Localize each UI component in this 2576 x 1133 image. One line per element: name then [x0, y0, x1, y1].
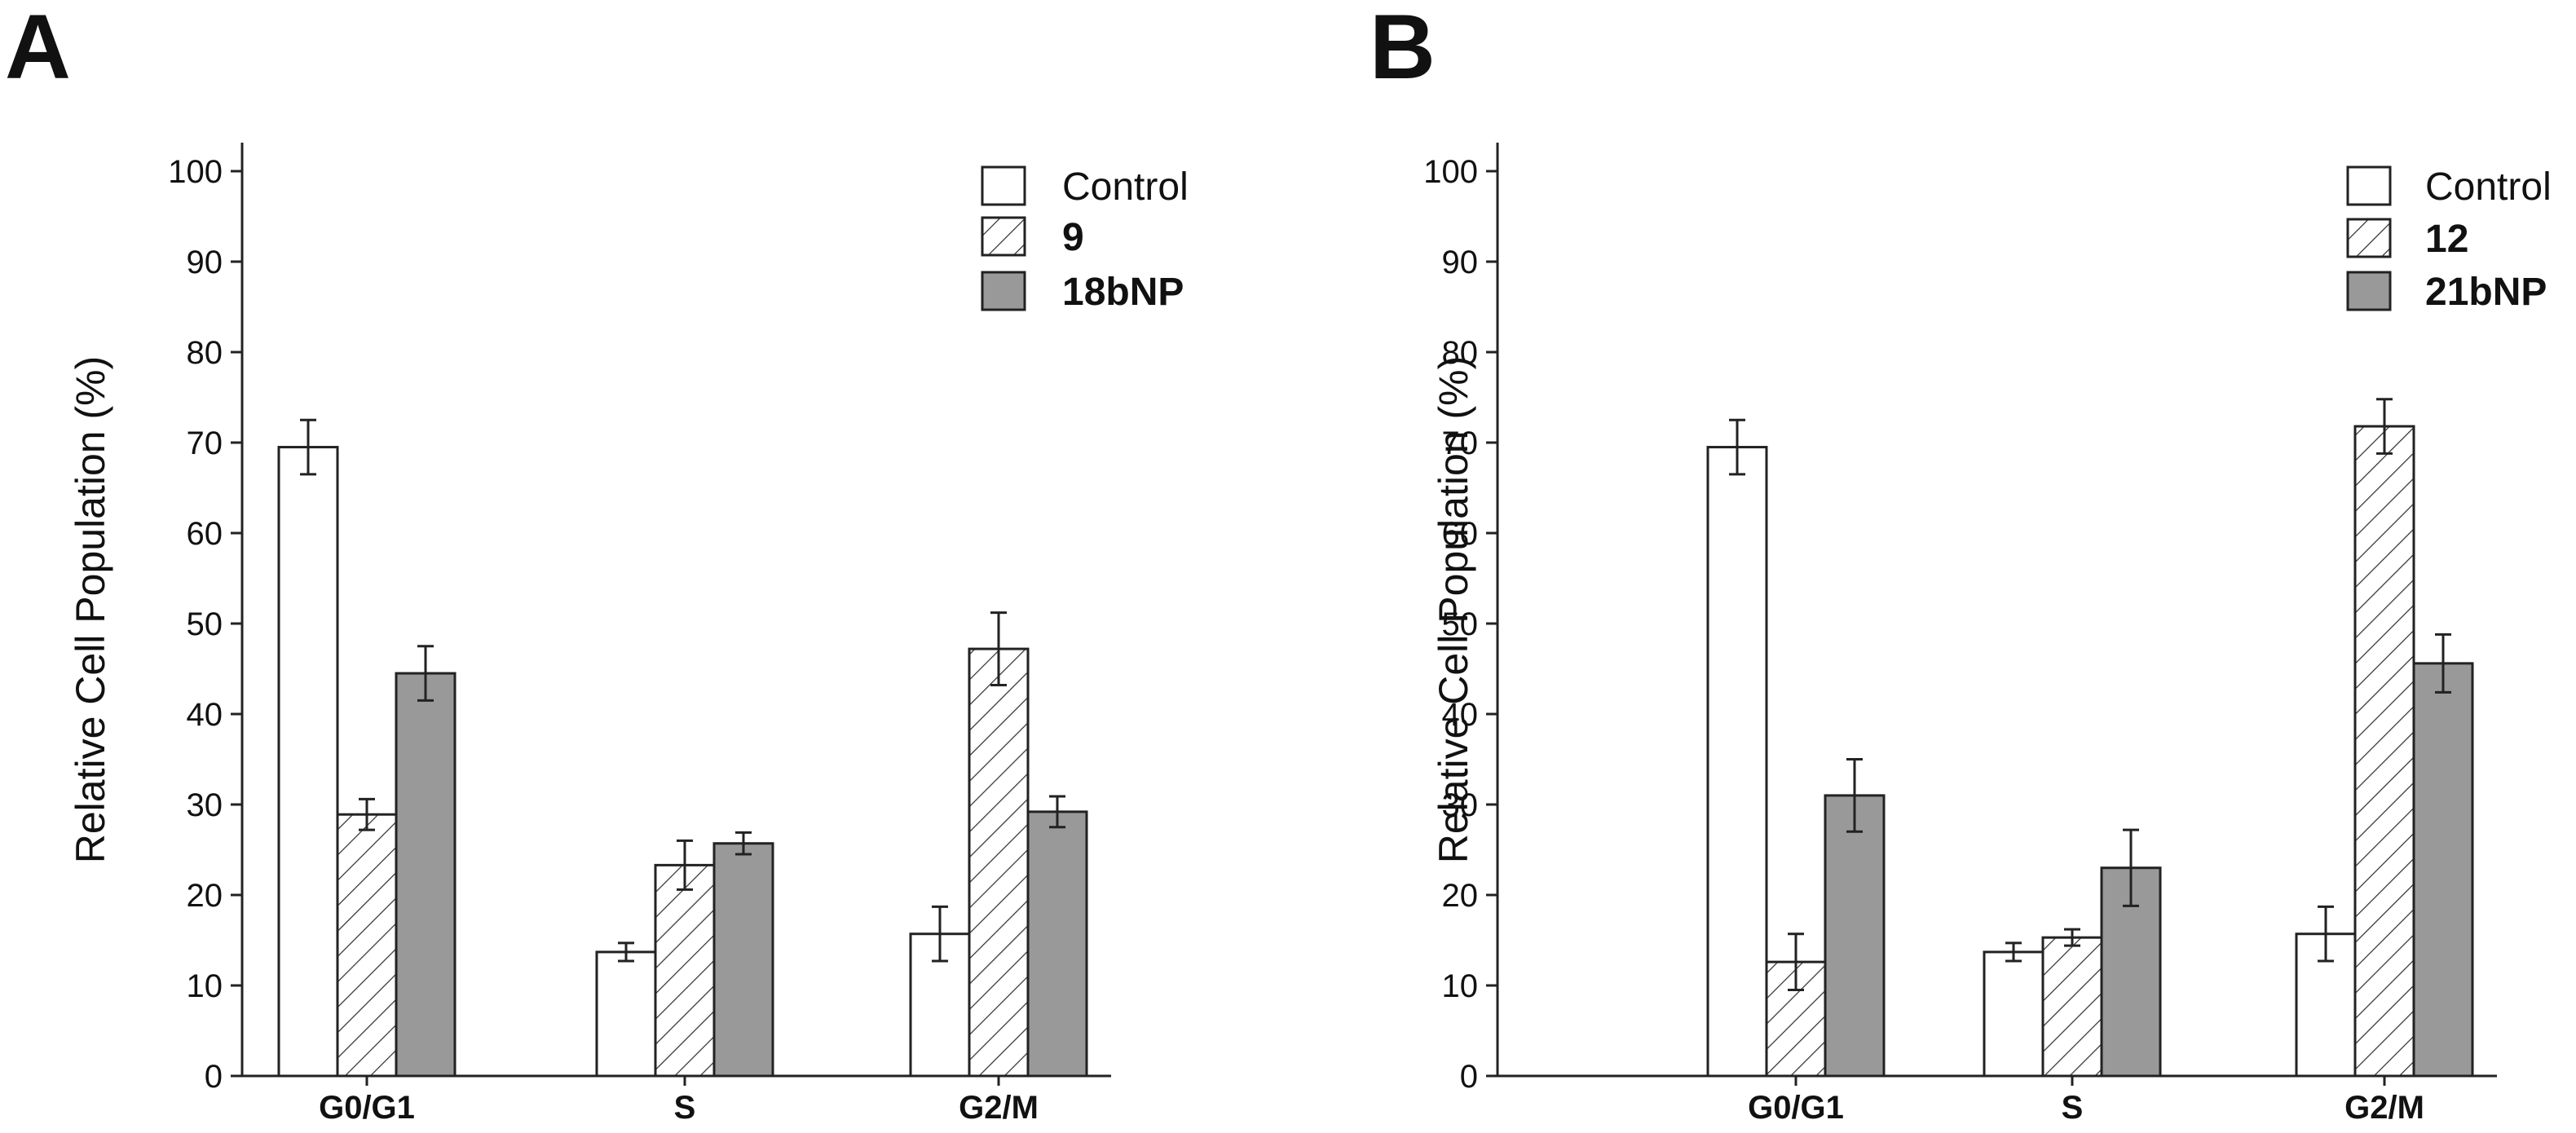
legend-swatch-18bnp: [981, 271, 1026, 311]
chart-panel-b: B 0 10 20 30 40 50 60 70 80 90 100 Relative Cell Pop…: [1370, 0, 2552, 1126]
y-tick-label: 80: [1442, 335, 1479, 371]
legend-swatch-21bnp: [2346, 271, 2392, 311]
y-tick-label: 60: [187, 516, 223, 552]
y-tick-label: 10: [187, 968, 223, 1004]
y-tick-label: 90: [1442, 245, 1479, 280]
bar-control-s: [1983, 950, 2044, 1078]
legend-label-control: Control: [2425, 165, 2552, 209]
y-tick-label: 20: [187, 878, 223, 914]
y-tick-label: 70: [187, 425, 223, 461]
legend-label-9: 9: [1062, 216, 1084, 259]
y-tick-label: 100: [1423, 154, 1478, 190]
y-tick-label: 20: [1442, 878, 1479, 914]
y-axis-title: Relative Cell Population (%): [68, 356, 113, 864]
bar-control-g0-g1: [277, 446, 339, 1078]
bar-18bnp-s: [712, 842, 774, 1078]
y-tick-label: 30: [187, 787, 223, 823]
legend-swatch-control: [2346, 165, 2392, 206]
x-tick-label: G0/G1: [319, 1090, 415, 1126]
bar-9-s: [654, 863, 716, 1078]
legend-label-12: 12: [2425, 218, 2468, 261]
x-tick-label: S: [674, 1090, 696, 1126]
panel-label: A: [5, 0, 71, 98]
legend-swatch-control: [981, 165, 1026, 206]
bar-control-g0-g1: [1706, 446, 1768, 1078]
y-tick-label: 40: [187, 697, 223, 733]
y-tick-label: 100: [168, 154, 223, 190]
x-tick-label: S: [2062, 1090, 2084, 1126]
panel-label: B: [1370, 0, 1436, 98]
legend-swatch-12: [2346, 218, 2392, 258]
x-tick-label: G0/G1: [1748, 1090, 1844, 1126]
bar-9-g0-g1: [336, 813, 398, 1078]
chart-panel-a: A 0 10 20 30 40 50 60 70 80 90 100 Relative Cell Pop…: [5, 0, 1189, 1126]
y-tick-label: 30: [1442, 787, 1479, 823]
y-tick-label: 70: [1442, 425, 1479, 461]
bar-control-s: [595, 950, 657, 1078]
y-tick-label: 80: [187, 335, 223, 371]
legend-swatch-9: [981, 216, 1026, 257]
y-tick-label: 0: [205, 1059, 223, 1095]
bar-12-g2-m: [2353, 425, 2415, 1078]
y-tick-label: 40: [1442, 697, 1479, 733]
y-tick-label: 50: [1442, 606, 1479, 642]
y-tick-label: 90: [187, 245, 223, 280]
bar-21bnp-s: [2100, 866, 2162, 1078]
bar-21bnp-g2-m: [2412, 662, 2474, 1078]
bar-18bnp-g2-m: [1026, 810, 1088, 1078]
y-axis-title: Relative Cell Population (%): [1431, 356, 1476, 864]
x-tick-label: G2/M: [959, 1090, 1039, 1126]
y-tick-label: 60: [1442, 516, 1479, 552]
x-tick-label: G2/M: [2344, 1090, 2424, 1126]
legend-label-21bnp: 21bNP: [2425, 271, 2547, 314]
y-tick-label: 10: [1442, 968, 1479, 1004]
legend-label-18bnp: 18bNP: [1062, 271, 1184, 314]
y-tick-label: 0: [1460, 1059, 1478, 1095]
legend-label-control: Control: [1062, 165, 1189, 209]
bar-12-s: [2041, 936, 2103, 1078]
bar-9-g2-m: [968, 647, 1030, 1078]
bar-21bnp-g0-g1: [1824, 794, 1886, 1078]
y-tick-label: 50: [187, 606, 223, 642]
bar-18bnp-g0-g1: [395, 672, 457, 1078]
